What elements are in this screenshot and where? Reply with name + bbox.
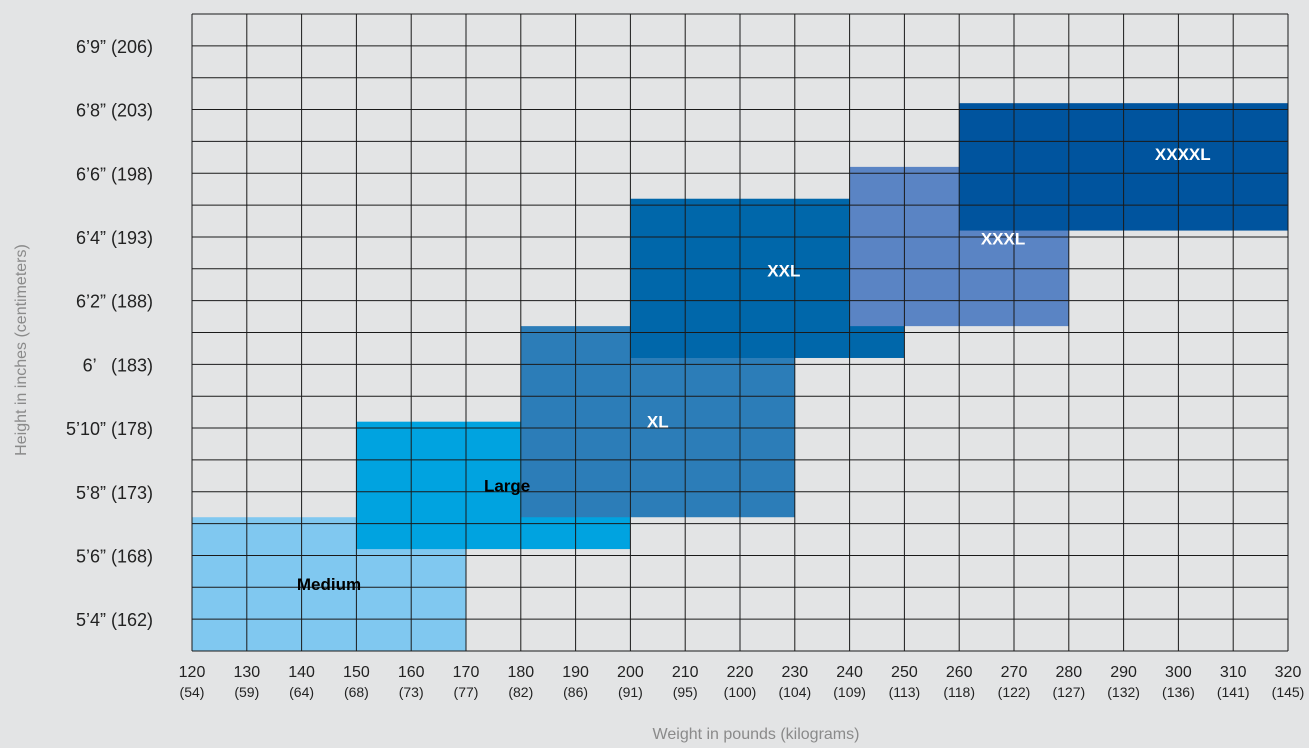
x-axis-title: Weight in pounds (kilograms) (653, 726, 860, 743)
size-band-label-xxxxl: XXXXL (1155, 145, 1211, 164)
y-tick-label: 6’ (183) (83, 355, 153, 375)
x-tick-sublabel: (54) (180, 684, 205, 700)
x-tick-label: 300 (1165, 664, 1192, 681)
x-tick-sublabel: (68) (344, 684, 369, 700)
y-tick-label: 5’8” (173) (76, 483, 153, 503)
y-tick-label: 6’4” (193) (76, 228, 153, 248)
y-tick-label: 5’6” (168) (76, 546, 153, 566)
x-tick-label: 290 (1110, 664, 1137, 681)
y-tick-label: 5’10” (178) (66, 419, 153, 439)
x-tick-label: 220 (727, 664, 754, 681)
size-band-label-xl: XL (647, 413, 669, 432)
x-tick-label: 130 (233, 664, 260, 681)
x-tick-label: 200 (617, 664, 644, 681)
grid (191, 13, 1289, 652)
x-tick-label: 180 (507, 664, 534, 681)
x-tick-label: 270 (1001, 664, 1028, 681)
x-tick-sublabel: (59) (234, 684, 259, 700)
x-tick-label: 140 (288, 664, 315, 681)
x-tick-sublabel: (109) (833, 684, 866, 700)
size-band-label-xxxl: XXXL (981, 230, 1025, 249)
x-tick-sublabel: (91) (618, 684, 643, 700)
size-band-label-xxl: XXL (767, 261, 800, 280)
x-tick-sublabel: (95) (673, 684, 698, 700)
x-tick-label: 230 (781, 664, 808, 681)
x-tick-sublabel: (145) (1272, 684, 1305, 700)
x-tick-label: 250 (891, 664, 918, 681)
x-tick-sublabel: (118) (943, 684, 975, 700)
x-tick-sublabel: (104) (778, 684, 811, 700)
y-tick-label: 6’9” (206) (76, 37, 153, 57)
x-tick-sublabel: (113) (889, 684, 921, 700)
x-tick-label: 320 (1275, 664, 1302, 681)
x-tick-sublabel: (73) (399, 684, 424, 700)
x-tick-label: 240 (836, 664, 863, 681)
x-tick-sublabel: (122) (998, 684, 1031, 700)
y-axis-ticks: 5’4” (162) 5’6” (168) 5’8” (173) 5’10” (178… (66, 37, 153, 630)
y-axis-title: Height in inches (centimeters) (13, 244, 30, 456)
x-axis-ticks: 120 (54) 130 (59) 140 (64) 150 (68) 160 (73) 170 (7… (179, 664, 1305, 700)
x-tick-sublabel: (77) (454, 684, 479, 700)
size-band-label-large: Large (484, 476, 530, 495)
size-band-labels: Medium Large XL XXL XXXL XXXXL (297, 145, 1211, 594)
x-tick-sublabel: (136) (1162, 684, 1195, 700)
x-tick-sublabel: (86) (563, 684, 588, 700)
x-tick-label: 210 (672, 664, 699, 681)
y-tick-label: 6’6” (198) (76, 164, 153, 184)
x-tick-sublabel: (100) (724, 684, 757, 700)
x-tick-label: 190 (562, 664, 589, 681)
x-tick-label: 260 (946, 664, 973, 681)
size-band-label-medium: Medium (297, 575, 361, 594)
x-tick-label: 150 (343, 664, 370, 681)
y-tick-label: 6’2” (188) (76, 292, 153, 312)
x-tick-sublabel: (127) (1052, 684, 1085, 700)
x-tick-label: 170 (453, 664, 480, 681)
y-tick-label: 6’8” (203) (76, 101, 153, 121)
x-tick-label: 160 (398, 664, 425, 681)
x-tick-label: 120 (179, 664, 206, 681)
y-tick-label: 5’4” (162) (76, 610, 153, 630)
x-tick-label: 280 (1055, 664, 1082, 681)
x-tick-label: 310 (1220, 664, 1247, 681)
x-tick-sublabel: (64) (289, 684, 314, 700)
x-tick-sublabel: (82) (508, 684, 533, 700)
size-band-xl (520, 326, 795, 518)
x-tick-sublabel: (141) (1217, 684, 1250, 700)
x-tick-sublabel: (132) (1107, 684, 1140, 700)
